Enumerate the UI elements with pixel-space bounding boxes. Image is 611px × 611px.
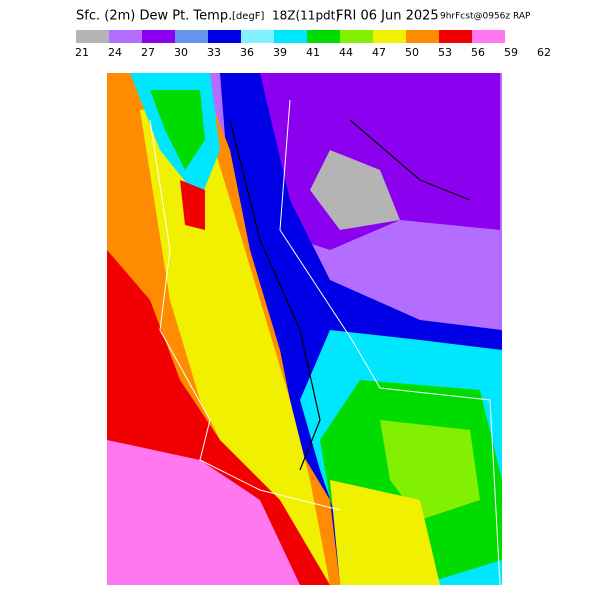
field-region bbox=[330, 480, 440, 585]
legend-swatch bbox=[142, 30, 175, 43]
legend-swatch bbox=[208, 30, 241, 43]
title-time: 18Z(11pdt) bbox=[272, 9, 340, 23]
legend-swatch bbox=[76, 30, 109, 43]
legend-label: 36 bbox=[240, 46, 254, 59]
legend-swatch bbox=[175, 30, 208, 43]
legend-swatch bbox=[241, 30, 274, 43]
field-region bbox=[230, 73, 500, 250]
title-units: [degF] bbox=[232, 11, 265, 22]
state-border bbox=[279, 99, 501, 586]
field-region bbox=[380, 420, 480, 520]
legend-label: 53 bbox=[438, 46, 452, 59]
legend-label: 27 bbox=[141, 46, 155, 59]
legend-swatch bbox=[274, 30, 307, 43]
legend-label: 24 bbox=[108, 46, 122, 59]
legend-swatch bbox=[472, 30, 505, 43]
legend-swatch bbox=[109, 30, 142, 43]
legend-label: 21 bbox=[75, 46, 89, 59]
legend-swatch bbox=[406, 30, 439, 43]
field-region bbox=[107, 440, 300, 585]
legend-swatch bbox=[340, 30, 373, 43]
legend-label: 44 bbox=[339, 46, 353, 59]
legend-label: 47 bbox=[372, 46, 386, 59]
legend-label: 50 bbox=[405, 46, 419, 59]
field-region bbox=[150, 90, 205, 170]
legend-label: 30 bbox=[174, 46, 188, 59]
legend-label: 56 bbox=[471, 46, 485, 59]
contour bbox=[349, 119, 471, 201]
legend-label: 62 bbox=[537, 46, 551, 59]
title-date: FRI 06 Jun 2025 bbox=[336, 9, 439, 24]
field-region bbox=[310, 150, 400, 230]
map bbox=[107, 73, 502, 586]
legend-label: 41 bbox=[306, 46, 320, 59]
contour bbox=[229, 119, 321, 471]
legend-label: 59 bbox=[504, 46, 518, 59]
title-forecast: 9hrFcst@0956z RAP bbox=[440, 12, 531, 22]
legend-swatch bbox=[307, 30, 340, 43]
legend-label: 39 bbox=[273, 46, 287, 59]
legend-swatch bbox=[439, 30, 472, 43]
legend-swatch bbox=[373, 30, 406, 43]
legend-label: 33 bbox=[207, 46, 221, 59]
color-legend: 21 24 27 30 33 36 39 41 44 47 50 53 56 59 62 bbox=[75, 30, 551, 59]
coastline bbox=[149, 119, 341, 511]
field-region bbox=[180, 180, 205, 230]
title-main: Sfc. (2m) Dew Pt. Temp. bbox=[76, 9, 232, 24]
